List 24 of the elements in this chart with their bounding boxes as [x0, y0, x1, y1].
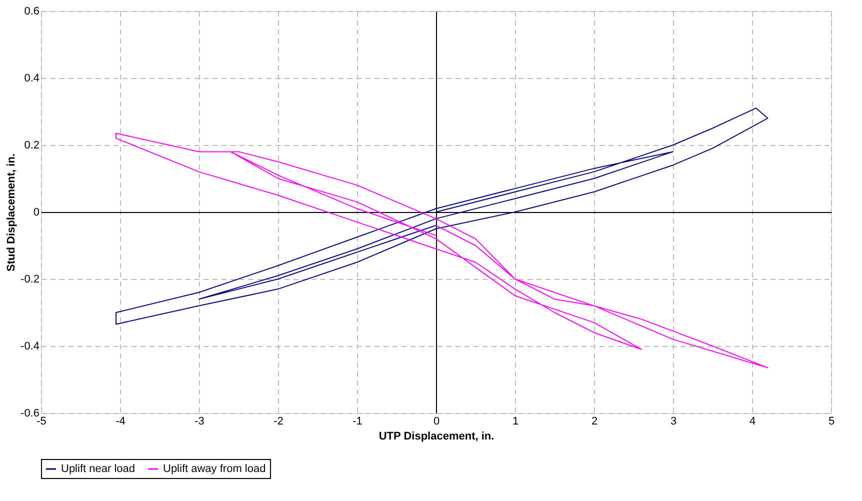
- x-tick-label: -1: [352, 416, 362, 428]
- y-tick-label: -0.2: [20, 274, 40, 286]
- y-tick-label: 0: [33, 206, 40, 218]
- x-tick-label: -3: [194, 416, 204, 428]
- y-axis-title: Stud Displacement, in.: [6, 154, 18, 272]
- x-tick-label: -2: [274, 416, 284, 428]
- x-tick-label: 1: [512, 416, 519, 428]
- legend-label: Uplift away from load: [163, 463, 266, 475]
- x-tick-label: -4: [116, 416, 126, 428]
- x-axis-title: UTP Displacement, in.: [378, 430, 494, 442]
- y-tick-label: 0.6: [24, 6, 40, 18]
- x-tick-label: -5: [36, 416, 46, 428]
- y-tick-label: -0.6: [20, 408, 40, 420]
- x-tick-label: 0: [433, 416, 440, 428]
- legend-label: Uplift near load: [61, 463, 135, 475]
- y-tick-label: 0.4: [24, 72, 40, 84]
- x-tick-label: 2: [591, 416, 598, 428]
- x-tick-label: 4: [749, 416, 756, 428]
- x-tick-label: 5: [828, 416, 835, 428]
- y-tick-label: -0.4: [20, 340, 40, 352]
- y-tick-label: 0.2: [24, 140, 40, 152]
- line-series: [116, 132, 768, 368]
- x-tick-label: 3: [670, 416, 677, 428]
- line-series: [116, 108, 768, 325]
